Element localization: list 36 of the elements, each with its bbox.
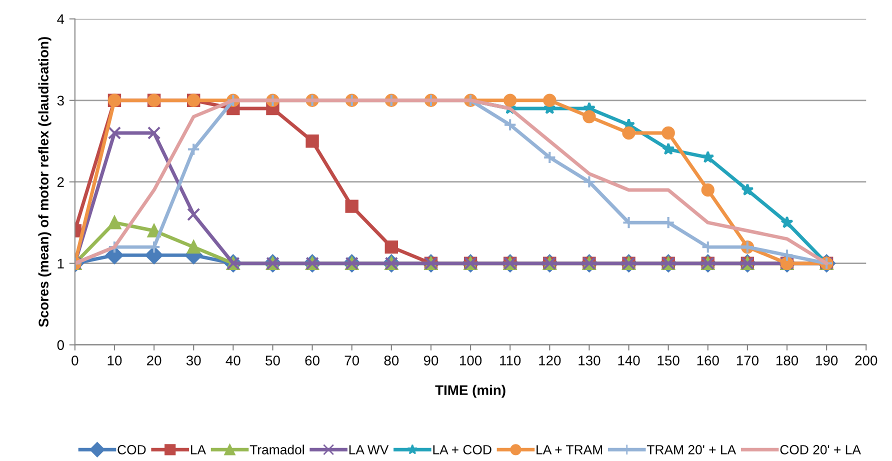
y-tick-label: 1: [58, 258, 64, 268]
x-tick-label: 160: [697, 356, 719, 366]
x-tick-label: 90: [424, 356, 438, 366]
legend-label: LA + TRAM: [536, 445, 602, 454]
x-tick-label: 130: [578, 356, 600, 366]
legend-label: LA WV: [349, 445, 389, 454]
legend-label: LA: [190, 445, 206, 454]
x-tick-label: 0: [72, 356, 78, 366]
x-tick-label: 100: [460, 356, 482, 366]
legend-label: LA + COD: [433, 445, 492, 454]
x-tick-label: 10: [108, 356, 122, 366]
x-tick-label: 50: [266, 356, 280, 366]
x-tick-label: 140: [618, 356, 640, 366]
x-tick-label: 190: [816, 356, 838, 366]
x-tick-label: 200: [855, 356, 878, 366]
x-tick-label: 170: [736, 356, 758, 366]
y-axis-title: Scores (mean) of motor reflex (claudication): [38, 37, 52, 327]
legend-label: TRAM 20' + LA: [646, 445, 736, 454]
y-tick-label: 2: [57, 177, 64, 187]
x-tick-label: 80: [384, 356, 399, 366]
x-tick-label: 120: [539, 356, 561, 366]
y-tick-label: 0: [57, 340, 64, 350]
x-tick-label: 60: [305, 356, 320, 366]
x-tick-label: 40: [226, 356, 240, 366]
legend-label: COD: [118, 445, 146, 454]
legend-label: COD 20' + LA: [780, 445, 861, 454]
y-tick-label: 3: [57, 96, 64, 106]
x-tick-label: 20: [147, 356, 162, 366]
x-tick-label: 70: [344, 356, 360, 366]
x-axis-title: TIME (min): [435, 384, 506, 398]
x-tick-label: 150: [658, 356, 680, 366]
x-tick-label: 110: [500, 356, 521, 366]
x-tick-label: 180: [776, 356, 798, 366]
legend-label: Tramadol: [250, 444, 304, 454]
x-tick-label: 30: [186, 356, 201, 366]
y-tick-label: 4: [57, 14, 64, 24]
